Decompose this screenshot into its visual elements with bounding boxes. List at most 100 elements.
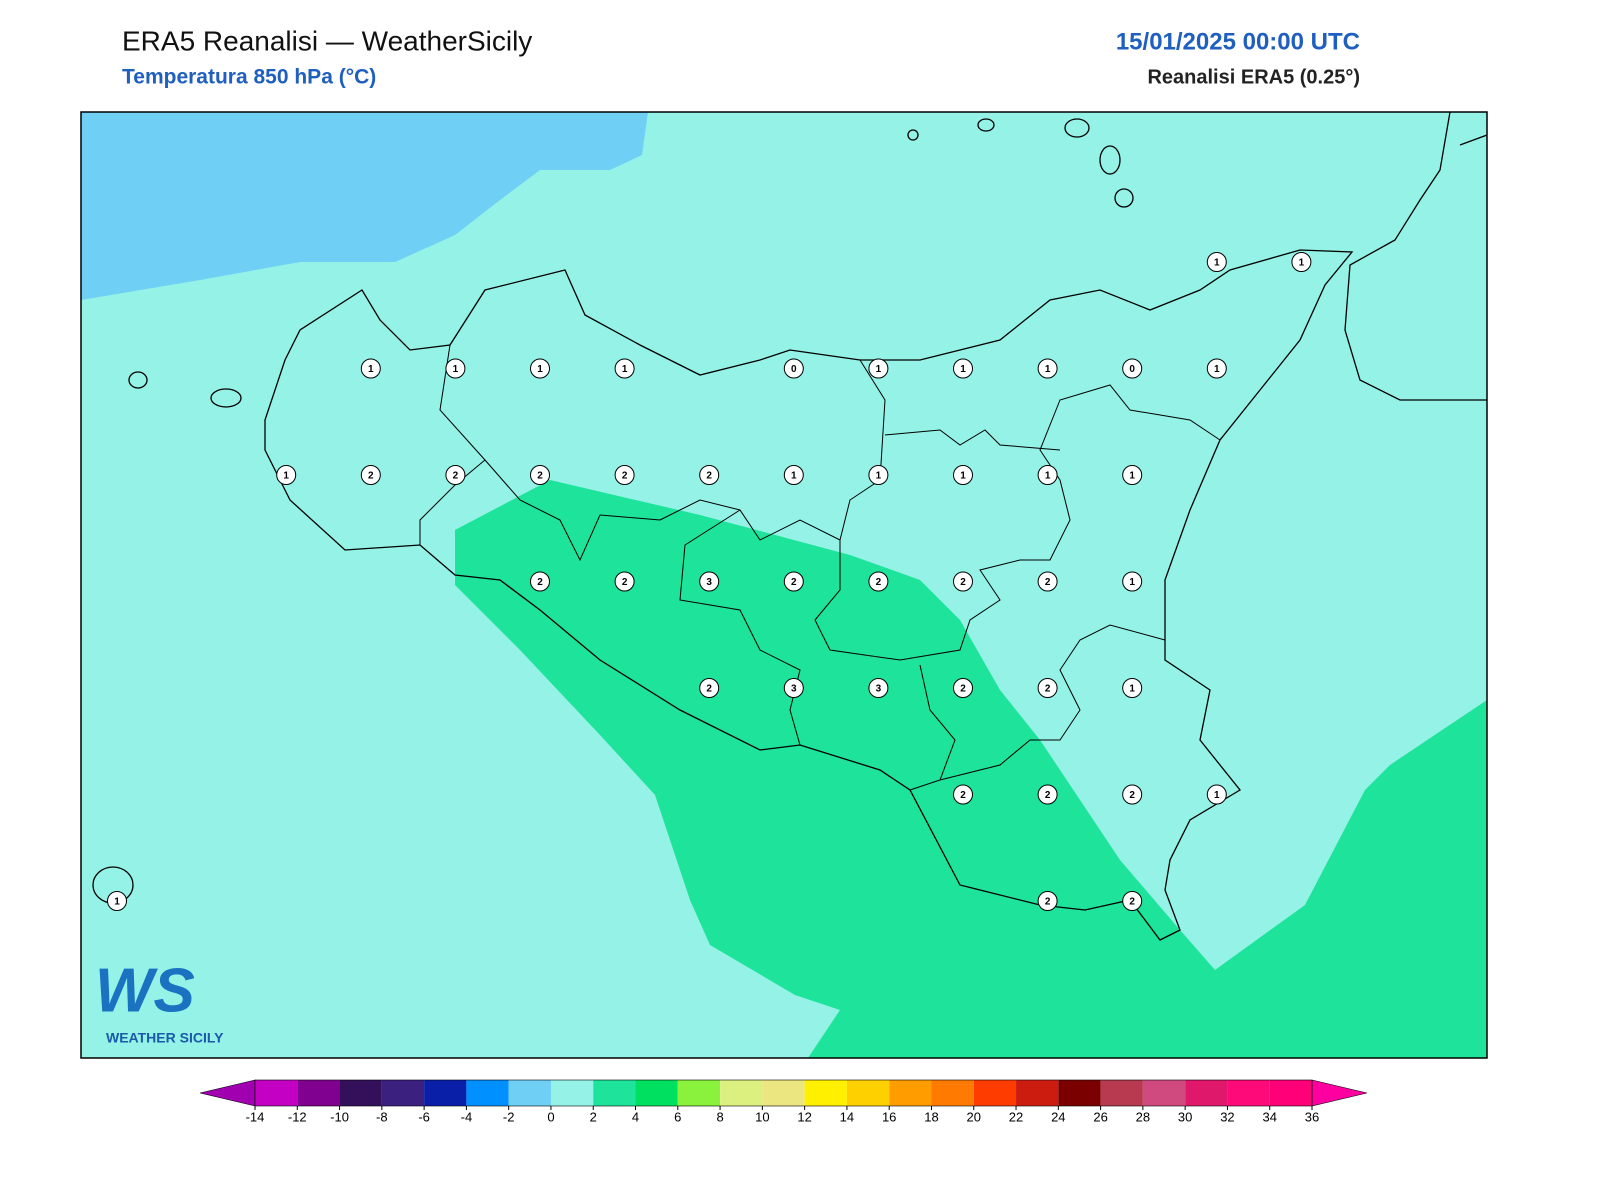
colorbar-bin <box>255 1080 298 1106</box>
station-marker <box>1206 358 1227 379</box>
island <box>1114 188 1134 208</box>
map: 1 1 1 1 1 1 0 1 1 1 0 1 1 2 2 2 2 2 1 1 1 1 1 2 2 3 2 2 2 2 1 2 3 3 2 2 1 2 2 2… <box>81 112 1487 1058</box>
colorbar-tick-label: 32 <box>1220 1109 1234 1124</box>
colorbar-bin <box>424 1080 467 1106</box>
station-marker <box>530 358 550 379</box>
station-marker <box>868 678 889 698</box>
station-value: 3 <box>876 684 882 695</box>
coastline <box>1344 112 1487 401</box>
colorbar-tick-label: -10 <box>330 1109 349 1124</box>
island <box>977 118 995 132</box>
station-marker <box>783 678 804 698</box>
station-value: 1 <box>1045 471 1051 482</box>
station-value: 2 <box>1045 790 1051 801</box>
station-marker <box>445 465 466 485</box>
colorbar-bin <box>973 1080 1017 1106</box>
colorbar-tick-label: 2 <box>590 1109 597 1124</box>
station-value: 2 <box>791 577 797 588</box>
logo-mark: WS <box>95 956 195 1025</box>
colorbar-tick-label: 26 <box>1093 1109 1107 1124</box>
station-value: 1 <box>960 364 966 375</box>
station-marker <box>1122 891 1143 911</box>
station-value: 1 <box>1045 364 1051 375</box>
temp-zone <box>81 112 648 300</box>
station-marker <box>1037 891 1058 911</box>
colorbar-tick-label: -6 <box>418 1109 430 1124</box>
station-marker <box>360 465 381 485</box>
colorbar-tick-label: 30 <box>1178 1109 1192 1124</box>
station-value: 2 <box>960 684 966 695</box>
colorbar-bin <box>889 1080 932 1106</box>
station-value: 1 <box>1299 258 1305 269</box>
colorbar-frame <box>254 1079 1313 1107</box>
colorbar-tick-label: 18 <box>924 1109 938 1124</box>
island <box>210 388 242 408</box>
island <box>1064 118 1090 138</box>
station-marker <box>1122 571 1143 592</box>
station-marker <box>1291 252 1312 272</box>
station-value: 1 <box>453 364 459 375</box>
colorbar-bin <box>1058 1080 1101 1106</box>
colorbar: -14 -12 -10 -8 -6 -4 -2 0 2 4 6 8 10 12 14 16 18 20 22 24 26… <box>199 1079 1368 1124</box>
colorbar-bin <box>635 1080 678 1106</box>
station-value: 2 <box>706 471 712 482</box>
station-marker <box>953 465 973 485</box>
title: ERA5 Reanalisi — WeatherSicily <box>122 25 532 56</box>
station-value: 1 <box>791 471 797 482</box>
station-marker <box>107 891 127 911</box>
station-value: 1 <box>1214 790 1220 801</box>
station-marker <box>1122 784 1143 805</box>
station-marker <box>868 465 889 485</box>
colorbar-bin <box>593 1080 636 1106</box>
subtitle: Temperatura 850 hPa (°C) <box>122 66 376 89</box>
colorbar-bin <box>550 1080 594 1106</box>
colorbar-tick-label: 28 <box>1136 1109 1150 1124</box>
station-marker <box>1037 571 1058 592</box>
province-border <box>679 509 801 746</box>
colorbar-tick-label: 22 <box>1009 1109 1023 1124</box>
source: Reanalisi ERA5 (0.25°) <box>1147 66 1360 88</box>
colorbar-tick-label: 24 <box>1051 1109 1065 1124</box>
station-value: 1 <box>1129 471 1135 482</box>
station-value: 2 <box>537 471 543 482</box>
station-marker <box>699 465 720 485</box>
station-value: 1 <box>1214 258 1220 269</box>
colorbar-bin <box>931 1080 974 1106</box>
station-marker <box>276 465 297 485</box>
colorbar-bin <box>1142 1080 1186 1106</box>
station-value: 0 <box>791 364 797 375</box>
station-value: 1 <box>876 364 882 375</box>
station-value: 3 <box>791 684 797 695</box>
station-marker <box>445 358 466 379</box>
coastline <box>264 249 1354 941</box>
station-marker <box>1122 358 1143 379</box>
station-marker <box>1037 678 1058 698</box>
station-marker <box>614 571 635 592</box>
colorbar-bin <box>1016 1080 1059 1106</box>
station-marker <box>1206 784 1227 805</box>
station-value: 2 <box>1129 790 1135 801</box>
colorbar-tick-label: 16 <box>882 1109 896 1124</box>
colorbar-tick-label: -12 <box>288 1109 307 1124</box>
station-value: 2 <box>1045 684 1051 695</box>
colorbar-bin <box>804 1080 847 1106</box>
station-value: 2 <box>537 577 543 588</box>
colorbar-bin <box>381 1080 425 1106</box>
colorbar-tick-label: 0 <box>547 1109 554 1124</box>
colorbar-bin <box>297 1080 340 1106</box>
station-marker <box>1037 358 1058 379</box>
station-marker <box>953 571 973 592</box>
colorbar-extend <box>199 1079 256 1107</box>
province-border <box>419 344 486 545</box>
station-value: 2 <box>1129 897 1135 908</box>
colorbar-tick-label: -14 <box>246 1109 265 1124</box>
station-layer: 1 1 1 1 1 1 0 1 1 1 0 1 1 2 2 2 2 2 1 1 1 1 1 2 2 3 2 2 2 2 1 2 3 3 2 2 1 2 2 2… <box>107 252 1312 911</box>
station-value: 2 <box>876 577 882 588</box>
colorbar-tick-label: 6 <box>674 1109 681 1124</box>
logo: WS WEATHER SICILY <box>95 956 224 1045</box>
colorbar-tick-label: 14 <box>840 1109 854 1124</box>
station-value: 1 <box>960 471 966 482</box>
station-marker <box>953 784 973 805</box>
island <box>907 129 919 141</box>
station-value: 1 <box>114 897 120 908</box>
